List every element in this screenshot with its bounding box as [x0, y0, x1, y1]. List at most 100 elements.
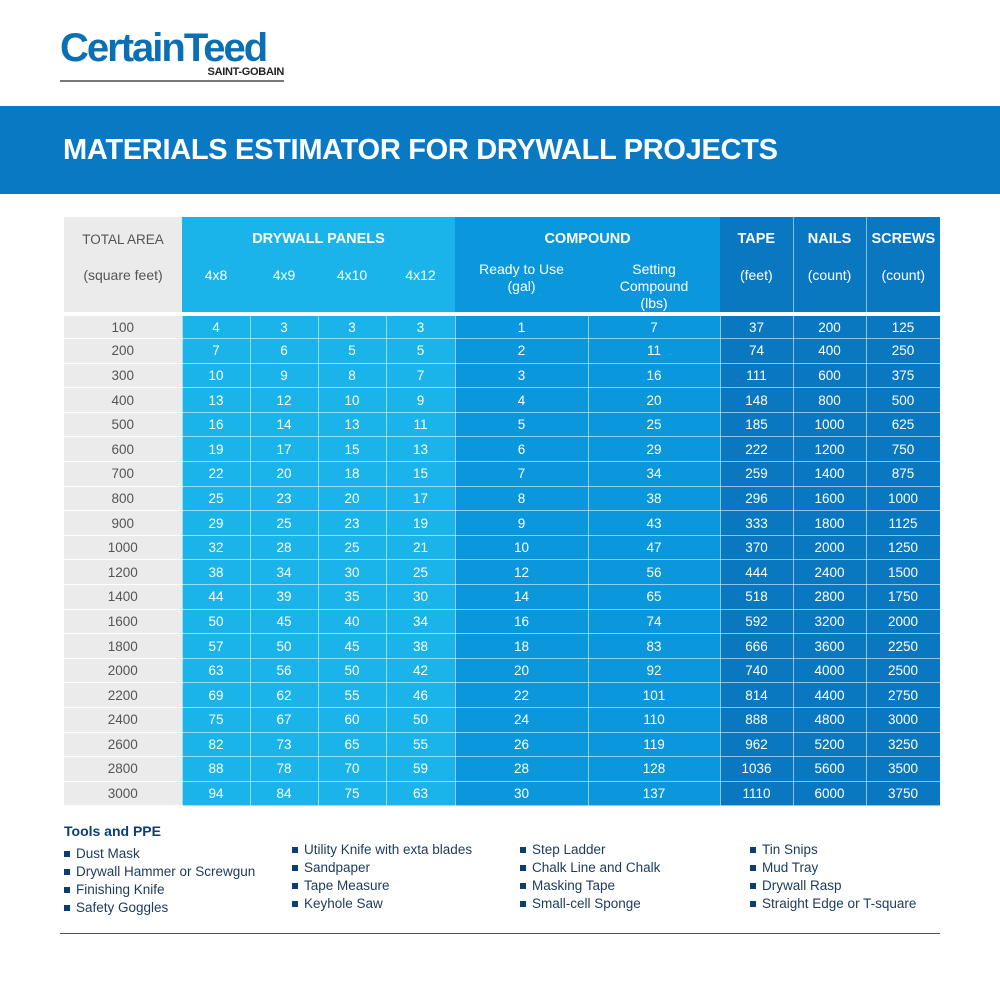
cell-setting-compound: 119	[587, 731, 721, 758]
cell-tape: 592	[719, 608, 794, 635]
cell-screws: 3250	[865, 731, 941, 758]
cell-tape: 666	[719, 633, 794, 659]
cell-area: 200	[64, 338, 182, 364]
cell-panel-4x8: 4	[181, 312, 251, 340]
cell-area: 400	[64, 387, 182, 413]
cell-nails: 3200	[792, 608, 867, 635]
cell-panel-4x8: 16	[181, 411, 251, 438]
cell-nails: 4000	[792, 657, 867, 684]
cell-ready-to-use: 12	[454, 559, 589, 586]
table-row: 2200 69 62 55 46 22 101 814 4400 2750	[64, 682, 941, 708]
cell-panel-4x10: 65	[317, 731, 387, 758]
cell-panel-4x10: 25	[317, 534, 387, 561]
header-setting-compound: Setting Compound (lbs)	[588, 261, 721, 314]
cell-panel-4x9: 78	[249, 756, 319, 782]
cell-panel-4x10: 3	[317, 312, 387, 340]
cell-nails: 1600	[792, 485, 867, 512]
cell-panel-4x12: 15	[385, 461, 456, 487]
cell-nails: 5600	[792, 756, 867, 782]
table-row: 1600 50 45 40 34 16 74 592 3200 2000	[64, 608, 941, 635]
cell-setting-compound: 137	[587, 780, 721, 807]
cell-screws: 250	[865, 338, 941, 364]
cell-panel-4x12: 25	[385, 559, 456, 586]
cell-nails: 1800	[792, 510, 867, 536]
certainteed-logo: CertainTeed SAINT-GOBAIN	[60, 28, 284, 82]
cell-setting-compound: 65	[587, 584, 721, 610]
cell-area: 800	[64, 486, 182, 512]
cell-setting-compound: 128	[587, 756, 721, 782]
cell-panel-4x10: 60	[317, 707, 387, 733]
tool-item: Mud Tray	[750, 859, 916, 877]
cell-nails: 6000	[792, 780, 867, 807]
tool-item: Small-cell Sponge	[520, 895, 660, 913]
cell-screws: 2250	[865, 633, 941, 659]
cell-panel-4x10: 75	[317, 780, 387, 807]
cell-area: 300	[64, 363, 182, 389]
tool-item: Step Ladder	[520, 841, 660, 859]
cell-ready-to-use: 6	[454, 436, 589, 463]
cell-ready-to-use: 3	[454, 362, 589, 389]
header-total-area-unit: (square feet)	[64, 261, 182, 314]
header-panel-4x10: 4x10	[318, 261, 386, 314]
cell-screws: 1750	[865, 584, 941, 610]
tool-item: Keyhole Saw	[292, 895, 472, 913]
header-nails: NAILS	[792, 217, 867, 261]
cell-panel-4x10: 5	[317, 338, 387, 364]
cell-panel-4x12: 19	[385, 510, 456, 536]
cell-panel-4x10: 40	[317, 608, 387, 635]
header-total-area: TOTAL AREA	[64, 217, 182, 261]
cell-ready-to-use: 2	[454, 338, 589, 364]
cell-panel-4x12: 55	[385, 731, 456, 758]
cell-screws: 1500	[865, 559, 941, 586]
cell-tape: 1110	[719, 780, 794, 807]
divider	[60, 933, 940, 934]
cell-panel-4x9: 20	[249, 461, 319, 487]
cell-ready-to-use: 1	[454, 312, 589, 340]
cell-panel-4x10: 35	[317, 584, 387, 610]
cell-tape: 37	[719, 312, 794, 340]
cell-area: 900	[64, 510, 182, 536]
cell-panel-4x12: 11	[385, 411, 456, 438]
cell-tape: 444	[719, 559, 794, 586]
cell-ready-to-use: 24	[454, 707, 589, 733]
cell-panel-4x8: 38	[181, 559, 251, 586]
cell-panel-4x12: 46	[385, 682, 456, 708]
cell-ready-to-use: 7	[454, 461, 589, 487]
cell-area: 2800	[64, 756, 182, 782]
cell-area: 2200	[64, 682, 182, 708]
cell-nails: 4800	[792, 707, 867, 733]
cell-panel-4x9: 67	[249, 707, 319, 733]
cell-panel-4x12: 3	[385, 312, 456, 340]
tool-item: Masking Tape	[520, 877, 660, 895]
cell-screws: 750	[865, 436, 941, 463]
cell-tape: 185	[719, 411, 794, 438]
cell-setting-compound: 34	[587, 461, 721, 487]
cell-ready-to-use: 18	[454, 633, 589, 659]
cell-panel-4x12: 59	[385, 756, 456, 782]
cell-nails: 1000	[792, 411, 867, 438]
header-screws: SCREWS	[865, 217, 941, 261]
tool-item: Safety Goggles	[64, 899, 255, 917]
cell-screws: 375	[865, 362, 941, 389]
cell-panel-4x8: 25	[181, 485, 251, 512]
cell-tape: 370	[719, 534, 794, 561]
cell-screws: 2750	[865, 682, 941, 708]
header-drywall-panels: DRYWALL PANELS	[182, 217, 456, 261]
cell-nails: 1400	[792, 461, 867, 487]
cell-area: 100	[64, 312, 182, 340]
cell-panel-4x8: 75	[181, 707, 251, 733]
cell-nails: 2400	[792, 559, 867, 586]
table-row: 2600 82 73 65 55 26 119 962 5200 3250	[64, 731, 941, 758]
cell-ready-to-use: 10	[454, 534, 589, 561]
cell-panel-4x9: 25	[249, 510, 319, 536]
cell-panel-4x8: 13	[181, 387, 251, 413]
cell-screws: 875	[865, 461, 941, 487]
logo-rule	[60, 80, 284, 82]
header-ready-to-use: Ready to Use (gal)	[455, 261, 589, 314]
cell-setting-compound: 83	[587, 633, 721, 659]
cell-tape: 111	[719, 362, 794, 389]
tool-item: Utility Knife with exta blades	[292, 841, 472, 859]
cell-setting-compound: 25	[587, 411, 721, 438]
table-row: 400 13 12 10 9 4 20 148 800 500	[64, 387, 941, 413]
header-screws-unit: (count)	[865, 261, 941, 314]
